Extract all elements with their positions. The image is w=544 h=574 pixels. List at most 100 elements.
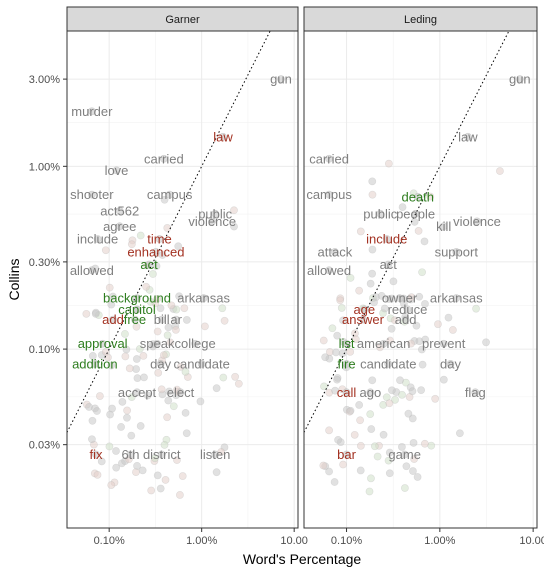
word-label: accept <box>118 385 157 400</box>
labeled-word-point <box>379 339 388 348</box>
labeled-word-point <box>211 209 220 218</box>
word-point <box>125 364 134 373</box>
labeled-word-point <box>439 339 448 348</box>
word-point <box>146 297 155 306</box>
labeled-word-point <box>199 294 208 303</box>
labeled-word-point <box>342 359 351 368</box>
word-label: speak <box>140 336 175 351</box>
word-label: people <box>396 206 435 221</box>
word-label: capitol <box>118 302 156 317</box>
word-point <box>139 351 148 360</box>
word-label: murder <box>71 104 113 119</box>
word-point <box>334 436 342 444</box>
word-label: act <box>380 257 398 272</box>
labeled-word-point <box>439 222 448 231</box>
word-label: public <box>198 206 232 221</box>
labeled-word-point <box>176 388 185 397</box>
word-label: 6th <box>121 447 139 462</box>
word-point <box>387 324 396 333</box>
word-point <box>390 316 399 325</box>
labeled-word-point <box>87 107 96 116</box>
labeled-word-point <box>133 388 141 397</box>
word-label: violence <box>453 214 501 229</box>
strip-background-garner <box>66 6 299 32</box>
word-label: age <box>353 302 375 317</box>
word-point <box>320 382 328 391</box>
word-point <box>156 304 165 313</box>
x-tick-label: 1.00% <box>424 535 455 547</box>
plot-border-garner <box>66 30 299 529</box>
word-point <box>398 203 407 211</box>
word-label: carried <box>309 151 349 166</box>
word-labels-garner: gun murder law carried love shooter campus act5… <box>70 72 292 462</box>
labeled-word-point <box>400 450 409 459</box>
word-point <box>161 476 170 484</box>
word-label: allowed <box>307 263 351 278</box>
word-point <box>160 441 169 449</box>
word-label: violence <box>188 214 236 229</box>
word-label: time <box>147 232 172 247</box>
labeled-word-point <box>382 235 391 243</box>
labeled-word-point <box>452 248 461 256</box>
word-label: bill <box>154 312 170 327</box>
word-point <box>385 448 394 457</box>
word-point <box>234 379 243 388</box>
labeled-word-point <box>464 132 472 141</box>
word-point <box>448 326 457 334</box>
word-point <box>355 286 364 295</box>
word-point <box>140 373 148 382</box>
word-point <box>339 460 347 469</box>
word-label: approval <box>78 336 128 351</box>
word-point <box>169 402 178 411</box>
word-label: add <box>395 312 417 327</box>
word-point <box>409 467 417 475</box>
word-point <box>107 300 116 309</box>
word-point <box>132 355 141 363</box>
word-point <box>122 345 131 354</box>
word-point <box>88 416 97 425</box>
word-point <box>417 386 426 395</box>
word-label: addition <box>72 356 118 371</box>
word-point <box>181 367 190 376</box>
labeled-word-point <box>157 315 166 324</box>
word-point <box>410 455 419 463</box>
word-label: carried <box>144 151 184 166</box>
word-point <box>388 386 396 395</box>
word-point <box>398 390 406 399</box>
word-label: arkansas <box>430 291 483 306</box>
word-point <box>127 431 136 440</box>
word-label: day <box>440 356 461 371</box>
strip-title-leding: Leding <box>404 14 437 26</box>
word-label: reduce <box>388 302 428 317</box>
labeled-word-point <box>155 235 164 243</box>
word-point <box>368 245 377 254</box>
word-point <box>163 413 172 422</box>
word-label: prevent <box>422 336 466 351</box>
y-axis-title: Collins <box>6 258 22 300</box>
word-point <box>172 305 181 314</box>
word-point <box>384 456 393 465</box>
word-point <box>412 321 421 330</box>
word-point <box>157 385 166 394</box>
word-point <box>384 159 393 168</box>
word-point <box>482 338 490 347</box>
word-point <box>404 409 413 418</box>
word-point <box>201 322 209 331</box>
y-tick-label: 0.30% <box>29 257 60 269</box>
word-label: public <box>363 206 397 221</box>
word-label: love <box>105 163 129 178</box>
labeled-word-point <box>342 388 351 397</box>
x-axis-title: Word's Percentage <box>243 551 362 567</box>
word-point <box>151 454 159 463</box>
word-label: american <box>357 336 410 351</box>
word-point <box>132 365 141 373</box>
x-axis-ticks: 0.10% 1.00% 10.00 0.10% 1.00% 10.00 <box>94 528 544 547</box>
word-point <box>127 240 136 249</box>
word-point <box>153 294 162 303</box>
strip-background-leding <box>303 6 538 32</box>
word-label: law <box>213 129 233 144</box>
points-leding <box>319 75 524 496</box>
word-point <box>407 339 415 348</box>
word-point <box>368 190 377 199</box>
reference-line-leding <box>303 30 510 433</box>
